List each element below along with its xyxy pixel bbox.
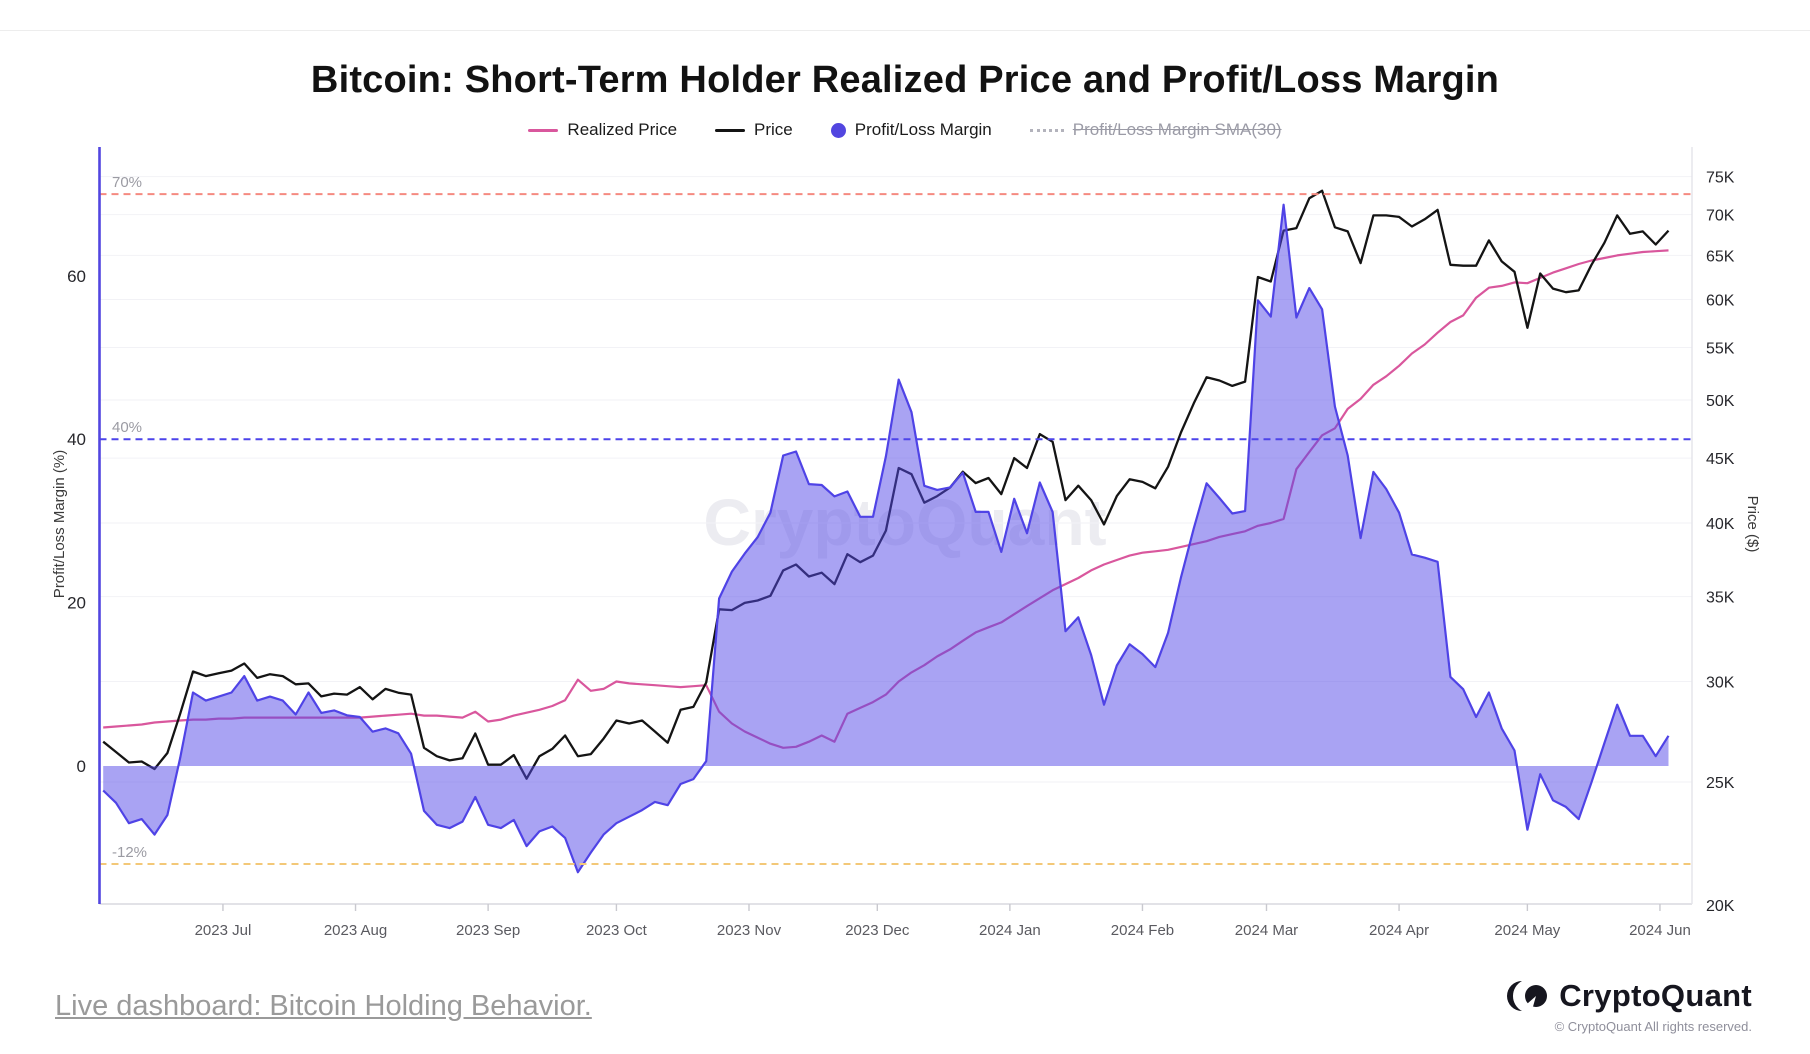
legend-label: Price: [754, 120, 793, 139]
left-axis-tick-label: 40: [67, 430, 86, 449]
margin-area: [103, 204, 1669, 873]
x-axis-tick-label: 2023 Aug: [324, 922, 387, 939]
x-axis-tick-label: 2024 Apr: [1369, 922, 1429, 939]
chart-legend: Realized Price Price Profit/Loss Margin …: [0, 120, 1810, 140]
copyright-text: © CryptoQuant All rights reserved.: [1554, 1019, 1752, 1034]
right-axis-tick-label: 40K: [1706, 516, 1735, 533]
top-divider: [0, 0, 1810, 31]
chart-area: CryptoQuant 70%40%-12% 020406020K25K30K3…: [0, 142, 1810, 947]
right-axis-tick-label: 55K: [1706, 341, 1735, 358]
legend-item-realized-price[interactable]: Realized Price: [528, 120, 677, 140]
left-axis-tick-label: 60: [67, 267, 86, 286]
x-axis-tick-label: 2023 Dec: [845, 922, 910, 939]
legend-label: Profit/Loss Margin: [854, 120, 992, 139]
margin-dot-swatch-icon: [830, 122, 846, 138]
right-axis-title: Price ($): [1744, 496, 1761, 553]
right-axis-tick-label: 75K: [1706, 170, 1735, 187]
right-axis-tick-label: 60K: [1706, 293, 1735, 310]
x-axis-tick-label: 2023 Nov: [717, 922, 782, 939]
ref-line-label: 40%: [112, 419, 142, 436]
series-layer: [102, 189, 1670, 874]
x-axis-tick-label: 2024 Mar: [1235, 922, 1298, 939]
legend-label: Realized Price: [567, 120, 678, 139]
page-title: Bitcoin: Short-Term Holder Realized Pric…: [310, 59, 1500, 101]
footer: Live dashboard: Bitcoin Holding Behavior…: [0, 975, 1810, 1054]
right-axis-tick-label: 45K: [1706, 451, 1735, 468]
x-axis-tick-label: 2024 Feb: [1111, 922, 1174, 939]
right-axis-tick-label: 25K: [1706, 775, 1735, 792]
legend-label: Profit/Loss Margin SMA(30): [1072, 120, 1282, 139]
right-axis-tick-label: 65K: [1706, 248, 1735, 265]
cryptoquant-logo-icon: [1507, 981, 1548, 1011]
x-axis-tick-label: 2023 Jul: [195, 922, 252, 939]
x-axis-tick-label: 2024 Jun: [1629, 922, 1691, 939]
ref-line-label: 70%: [112, 174, 142, 191]
right-axis-tick-label: 35K: [1706, 590, 1735, 607]
ref-line-label: -12%: [112, 844, 147, 861]
axes: 0 20 40 60 20K 25K 30K 35K 40K 45K 50K 55K 60K 65K 70K…: [67, 147, 1735, 939]
realized-price-line-swatch-icon: [528, 128, 559, 132]
right-axis-tick-label: 50K: [1706, 393, 1735, 410]
left-axis-tick-label: 0: [77, 757, 86, 776]
legend-item-margin-sma30[interactable]: Profit/Loss Margin SMA(30): [1029, 120, 1282, 140]
right-axis-tick-label: 30K: [1706, 675, 1735, 692]
right-axis-tick-label: 70K: [1706, 208, 1735, 225]
x-axis-tick-label: 2024 May: [1494, 922, 1560, 939]
brand-name: CryptoQuant: [1559, 978, 1752, 1013]
sma-dotted-swatch-icon: [1029, 128, 1064, 132]
left-axis-tick-label: 20: [67, 594, 86, 613]
right-axis-tick-label: 20K: [1706, 898, 1735, 915]
brand-logo: CryptoQuant: [1507, 978, 1752, 1014]
legend-item-profit-loss-margin[interactable]: Profit/Loss Margin: [830, 120, 992, 140]
reference-lines: 70% 40% -12%: [99, 174, 1692, 865]
profit-loss-margin-chart[interactable]: CryptoQuant 70%40%-12% 020406020K25K30K3…: [0, 142, 1810, 947]
legend-item-price[interactable]: Price: [715, 120, 793, 140]
price-line-swatch-icon: [715, 128, 746, 132]
left-axis-title: Profit/Loss Margin (%): [51, 450, 68, 598]
x-axis-tick-label: 2023 Oct: [586, 922, 648, 939]
live-dashboard-link[interactable]: Live dashboard: Bitcoin Holding Behavior…: [55, 990, 592, 1022]
x-axis-tick-label: 2024 Jan: [979, 922, 1041, 939]
x-axis-tick-label: 2023 Sep: [456, 922, 520, 939]
margin-outline: [102, 203, 1670, 874]
